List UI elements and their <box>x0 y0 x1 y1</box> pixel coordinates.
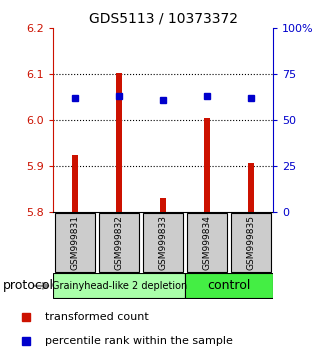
FancyBboxPatch shape <box>55 213 96 272</box>
FancyBboxPatch shape <box>231 213 271 272</box>
Text: control: control <box>207 279 251 292</box>
Bar <box>160 198 166 212</box>
Bar <box>72 155 78 212</box>
Text: transformed count: transformed count <box>45 312 149 322</box>
FancyBboxPatch shape <box>99 213 140 272</box>
Text: GSM999835: GSM999835 <box>246 215 256 270</box>
FancyBboxPatch shape <box>53 273 185 298</box>
Bar <box>116 73 122 212</box>
Bar <box>248 163 254 212</box>
Text: protocol: protocol <box>3 279 54 292</box>
Text: Grainyhead-like 2 depletion: Grainyhead-like 2 depletion <box>52 281 187 291</box>
FancyBboxPatch shape <box>185 273 273 298</box>
FancyBboxPatch shape <box>143 213 183 272</box>
Bar <box>204 118 210 212</box>
Text: GSM999834: GSM999834 <box>202 215 212 270</box>
Text: GSM999833: GSM999833 <box>159 215 168 270</box>
Text: percentile rank within the sample: percentile rank within the sample <box>45 336 232 346</box>
Title: GDS5113 / 10373372: GDS5113 / 10373372 <box>89 12 238 26</box>
Text: GSM999832: GSM999832 <box>115 215 124 270</box>
Text: GSM999831: GSM999831 <box>71 215 80 270</box>
FancyBboxPatch shape <box>187 213 227 272</box>
